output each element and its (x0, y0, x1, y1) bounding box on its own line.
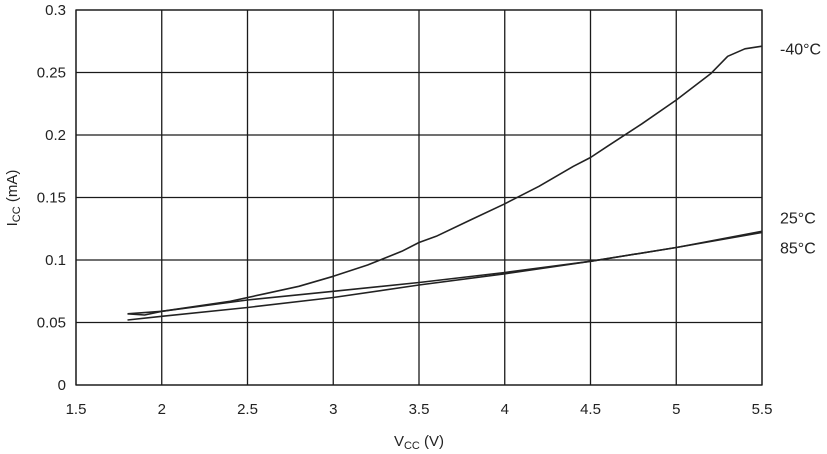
y-axis-label-unit: (mA) (4, 170, 21, 207)
x-tick-label: 5 (672, 401, 680, 418)
y-tick-label: 0.1 (45, 252, 66, 269)
y-tick-label: 0.2 (45, 127, 66, 144)
x-tick-label: 1.5 (66, 401, 87, 418)
y-axis-label: ICC (mA) (4, 170, 23, 227)
y-tick-label: 0 (58, 377, 66, 394)
y-tick-label: 0.25 (37, 65, 66, 82)
series-lines (127, 45, 763, 321)
x-tick-label: 4.5 (580, 401, 601, 418)
x-tick-labels: 1.5 2 2.5 3 3.5 4 4.5 5 5.5 (66, 401, 773, 418)
series-label: -40°C (780, 41, 821, 58)
x-tick-label: 4 (501, 401, 509, 418)
plot-border (75, 9, 763, 386)
x-axis-label: VCC (V) (394, 433, 444, 452)
series-line (127, 45, 763, 315)
y-tick-label: 0.3 (45, 2, 66, 19)
series-label: 85°C (780, 240, 816, 257)
y-tick-label: 0.05 (37, 315, 66, 332)
x-tick-label: 2.5 (237, 401, 258, 418)
plot-frame (75, 9, 763, 386)
y-tick-label: 0.15 (37, 190, 66, 207)
series-line (127, 231, 763, 316)
x-axis-label-sub: CC (404, 440, 420, 452)
series-line (127, 230, 763, 321)
x-axis-label-main: V (394, 433, 404, 450)
y-axis-label-main: I (4, 222, 21, 226)
series-labels: -40°C 25°C 85°C (780, 41, 821, 257)
x-tick-label: 3.5 (409, 401, 430, 418)
grid (75, 9, 763, 386)
x-tick-label: 3 (329, 401, 337, 418)
x-axis-label-unit: (V) (420, 433, 444, 450)
y-tick-labels: 0 0.05 0.1 0.15 0.2 0.25 0.3 (37, 2, 66, 394)
y-axis-label-sub: CC (11, 206, 23, 222)
x-tick-label: 5.5 (752, 401, 773, 418)
x-tick-label: 2 (158, 401, 166, 418)
series-label: 25°C (780, 211, 816, 228)
